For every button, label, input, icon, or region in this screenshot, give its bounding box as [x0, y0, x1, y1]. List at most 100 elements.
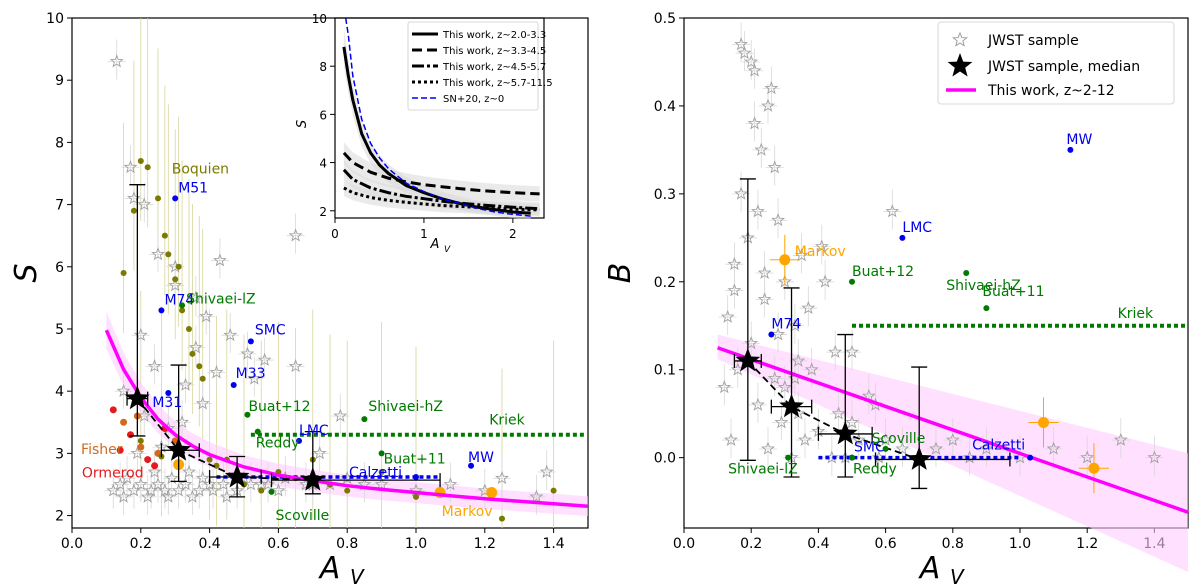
reference-marker	[230, 381, 237, 388]
reference-marker	[247, 338, 254, 345]
jwst-point	[787, 318, 802, 332]
jwst-point	[288, 359, 303, 373]
inset-x-subscript: V	[444, 245, 451, 255]
jwst-point	[818, 274, 833, 288]
jwst-point	[168, 278, 183, 292]
reference-marker	[468, 462, 475, 469]
y-tick-label: 6	[319, 108, 327, 122]
reference-marker	[983, 305, 990, 312]
reference-label: M31	[152, 395, 182, 411]
reference-marker	[268, 488, 275, 495]
boquien-point	[499, 515, 505, 522]
y-axis-title: B	[603, 263, 638, 284]
jwst-point	[182, 464, 196, 478]
x-tick-label: 0.2	[740, 536, 762, 552]
jwst-point	[717, 379, 732, 394]
jwst-point	[750, 397, 765, 411]
inset-band	[343, 160, 540, 216]
jwst-point	[774, 415, 789, 429]
jwst-point	[209, 365, 224, 379]
boquien-point	[161, 232, 168, 239]
plot-frame	[683, 17, 1189, 529]
reference-marker	[849, 278, 855, 285]
jwst-point	[885, 204, 900, 218]
inset-series-line	[343, 186, 540, 212]
reference-marker	[378, 450, 385, 457]
reference-label: Shivaei-lZ	[186, 291, 256, 307]
plot-frame	[334, 17, 545, 219]
reference-marker	[488, 488, 495, 495]
median-connector	[136, 398, 313, 481]
jwst-point	[747, 116, 762, 130]
jwst-point	[754, 142, 769, 156]
y-tick-label: 0.0	[654, 451, 676, 467]
x-tick-label: 2	[509, 227, 517, 241]
y-tick-label: 8	[55, 135, 64, 151]
reference-label: Shivaei-hZ	[946, 278, 1021, 294]
reference-label: MW	[468, 450, 494, 466]
y-tick-label: 0.1	[654, 363, 676, 379]
jwst-point	[761, 98, 775, 112]
reference-marker	[254, 428, 261, 435]
jwst-point	[794, 248, 809, 262]
inset-legend-label: This work, z~4.5-5.7	[442, 62, 546, 73]
jwst-point	[871, 450, 886, 464]
jwst-point	[734, 186, 749, 200]
boquien-point	[196, 363, 203, 370]
jwst-point	[929, 441, 943, 455]
jwst-point	[212, 253, 227, 267]
x-tick-label: 1.0	[1009, 536, 1031, 552]
reference-marker	[849, 454, 855, 461]
reference-label: SMC	[255, 322, 286, 338]
reference-marker	[244, 411, 251, 418]
jwst-point	[188, 340, 203, 354]
boquien-point	[137, 437, 144, 444]
jwst-point	[861, 388, 876, 403]
y-tick-label: 4	[55, 384, 64, 400]
red-point	[116, 446, 124, 454]
reference-label: Calzetti	[972, 438, 1025, 454]
boquien-point	[120, 270, 127, 276]
x-axis-subscript: V	[350, 565, 365, 585]
x-tick-label: 0.4	[807, 536, 829, 552]
reference-label: LMC	[299, 423, 329, 439]
reference-marker	[768, 331, 775, 338]
reference-marker	[165, 390, 172, 397]
x-tick-label: 1	[420, 227, 428, 241]
reference-marker	[172, 195, 179, 202]
inset-x-title: A	[430, 237, 440, 252]
jwst-point	[539, 464, 554, 478]
jwst-point	[878, 432, 893, 446]
boquien-point	[213, 462, 220, 469]
reference-label: Buat+12	[248, 399, 310, 415]
inset-y-title: S	[295, 120, 310, 128]
jwst-point	[750, 204, 765, 218]
jwst-point	[737, 45, 752, 60]
fit-curve	[104, 329, 589, 508]
jwst-point	[831, 406, 846, 420]
y-tick-label: 0.3	[654, 187, 676, 203]
median-star	[779, 393, 804, 418]
jwst-point	[851, 432, 866, 446]
inset-series-line	[342, 46, 531, 215]
y-tick-label: 10	[46, 11, 64, 27]
y-tick-label: 0.5	[654, 11, 676, 27]
reference-marker	[1067, 146, 1074, 153]
boquien-point	[206, 456, 213, 463]
jwst-point	[192, 483, 207, 497]
jwst-point	[271, 483, 286, 497]
boquien-point	[344, 487, 351, 494]
inset-series-line	[342, 168, 540, 211]
boquien-point	[165, 251, 172, 258]
jwst-point	[443, 477, 458, 491]
jwst-point	[333, 408, 348, 422]
y-tick-label: 10	[312, 12, 327, 26]
jwst-point	[116, 383, 131, 398]
jwst-point	[744, 54, 759, 68]
reference-label: Shivaei-lZ	[728, 462, 798, 478]
reference-label: SMC	[854, 440, 885, 456]
reference-marker	[882, 445, 889, 452]
jwst-point	[979, 441, 994, 455]
x-tick-label: 0.2	[130, 536, 152, 552]
jwst-point	[1113, 432, 1128, 446]
